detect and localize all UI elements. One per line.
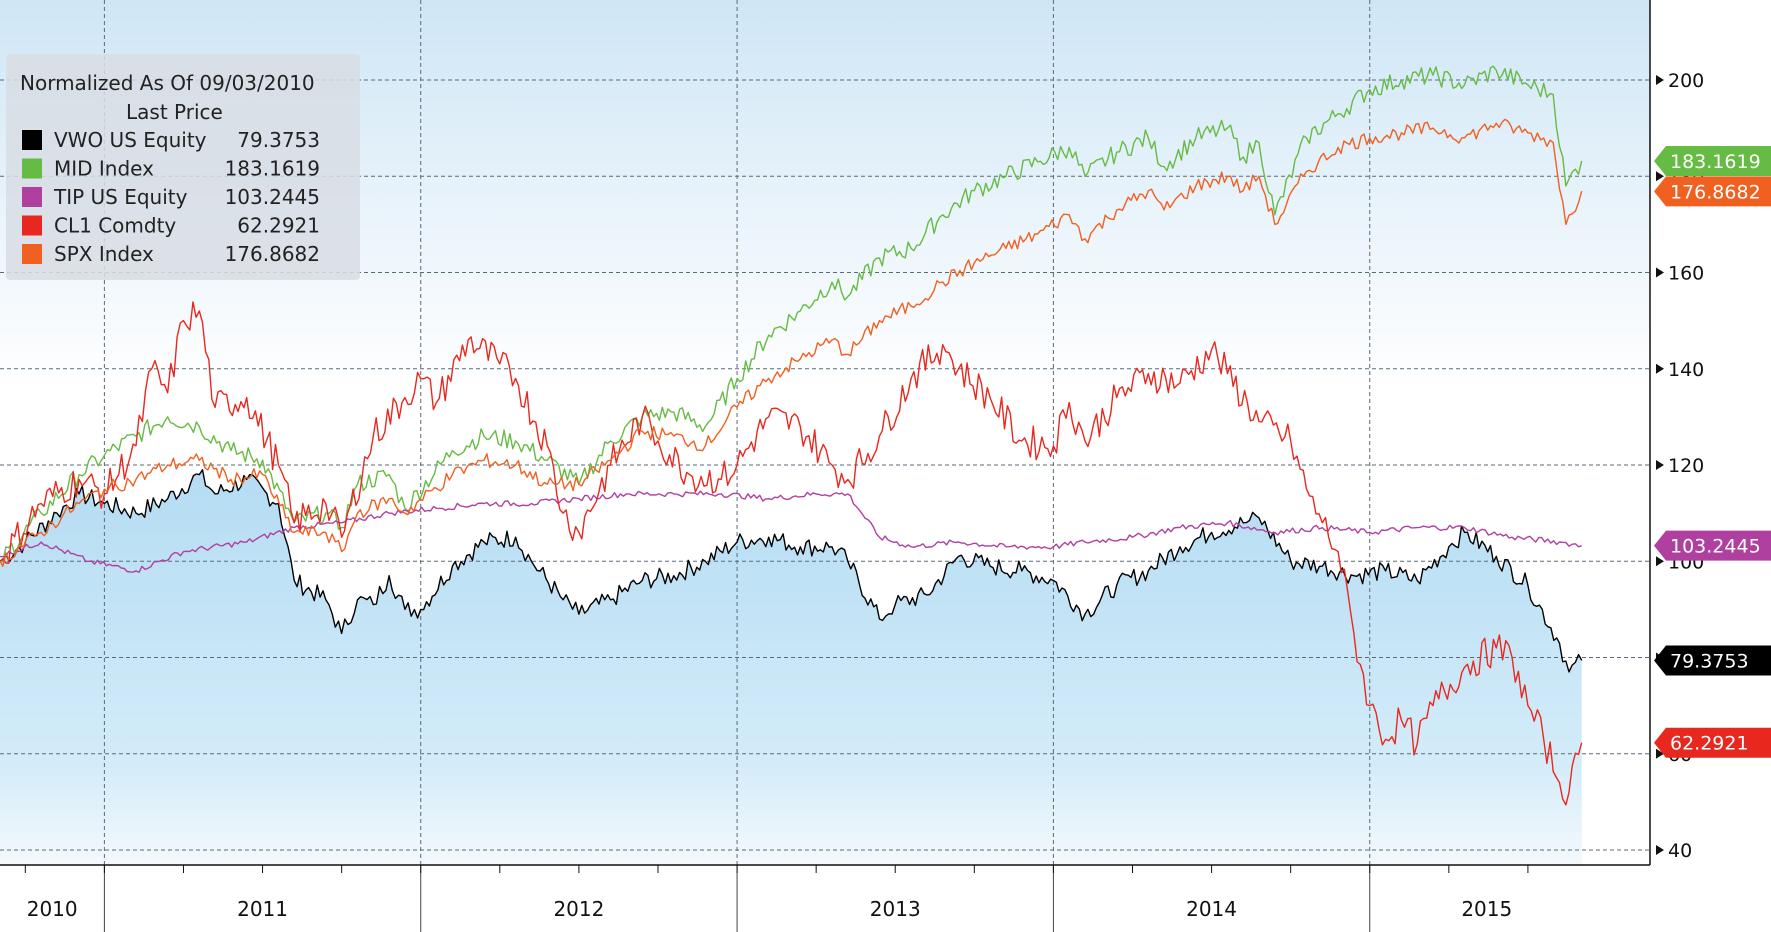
x-tick-label: 2015 [1461, 897, 1512, 921]
x-tick-label: 2011 [237, 897, 288, 921]
y-tick-label: 160 [1668, 263, 1704, 285]
x-tick-label: 2012 [553, 897, 604, 921]
last-price-tag-cl1-comdty: 62.2921 [1654, 727, 1771, 758]
legend-swatch [22, 215, 42, 236]
y-tick-label: 40 [1668, 840, 1692, 862]
y-tick-label: 120 [1668, 455, 1704, 477]
y-tick-marker [1656, 75, 1664, 85]
legend-series-value: 176.8682 [225, 242, 320, 266]
last-price-value: 103.2445 [1670, 536, 1761, 558]
legend-series-value: 103.2445 [225, 185, 320, 209]
legend-series-name: TIP US Equity [53, 185, 188, 209]
y-tick-marker [1656, 460, 1664, 470]
last-price-tag-tip-us-equity: 103.2445 [1654, 530, 1771, 561]
legend: Normalized As Of 09/03/2010 Last Price V… [6, 54, 360, 280]
series-line-tip-us-equity [0, 490, 1582, 573]
last-price-value: 176.8682 [1670, 181, 1761, 203]
y-tick-marker [1656, 748, 1664, 759]
legend-swatch [22, 244, 42, 264]
x-tick-label: 2013 [870, 897, 921, 921]
series-line-cl1-comdty [0, 301, 1583, 806]
y-tick-label: 140 [1668, 359, 1704, 381]
legend-series-value: 183.1619 [225, 157, 320, 181]
y-tick-label: 200 [1668, 70, 1704, 92]
last-price-value: 62.2921 [1670, 733, 1749, 755]
series-line-mid-index [0, 65, 1583, 563]
y-tick-marker [1656, 845, 1664, 855]
legend-swatch [22, 130, 42, 150]
last-price-tag-vwo-us-equity: 79.3753 [1654, 645, 1771, 676]
x-tick-label: 2014 [1186, 897, 1237, 921]
last-price-value: 79.3753 [1670, 651, 1749, 673]
series-line-vwo-us-equity [0, 469, 1583, 673]
legend-series-name: SPX Index [54, 242, 154, 266]
last-price-tag-mid-index: 183.1619 [1654, 146, 1771, 177]
legend-title: Normalized As Of 09/03/2010 [20, 71, 315, 95]
y-tick-marker [1656, 267, 1664, 278]
legend-series-value: 79.3753 [237, 128, 320, 152]
legend-series-name: CL1 Comdty [54, 214, 176, 238]
legend-background [6, 54, 360, 280]
y-tick-marker [1656, 363, 1664, 374]
y-tick-marker [1656, 171, 1664, 182]
last-price-tag-spx-index: 176.8682 [1654, 176, 1771, 207]
legend-swatch [22, 158, 42, 179]
legend-series-value: 62.2921 [237, 214, 320, 238]
legend-subtitle: Last Price [126, 100, 223, 124]
legend-series-name: MID Index [54, 157, 154, 181]
legend-swatch [22, 187, 42, 207]
x-tick-label: 2010 [27, 897, 78, 921]
legend-series-name: VWO US Equity [54, 128, 207, 152]
series-line-spx-index [0, 118, 1583, 567]
y-tick-marker [1656, 556, 1664, 567]
series-area-vwo [0, 469, 1582, 865]
last-price-value: 183.1619 [1670, 151, 1761, 173]
